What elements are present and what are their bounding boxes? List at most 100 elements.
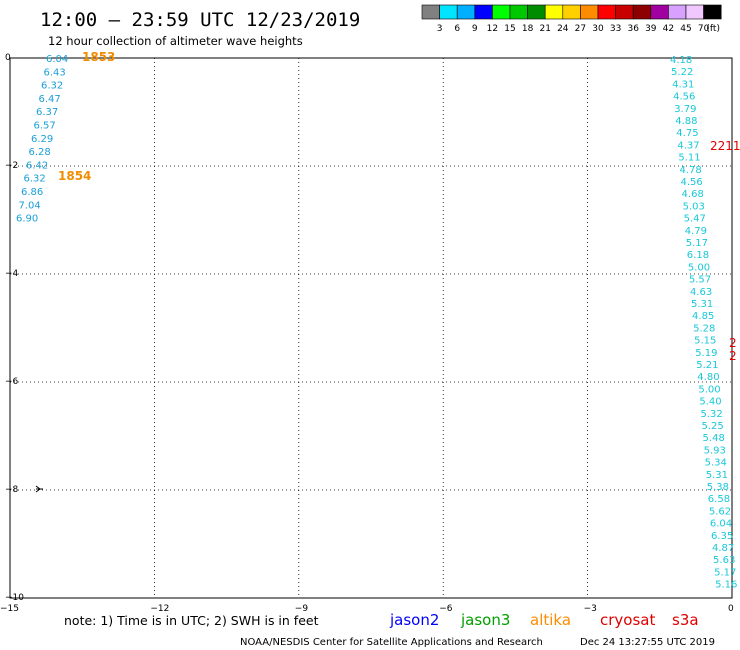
color-scale-label: 9: [472, 24, 478, 34]
wave-height-value: 6.86: [21, 187, 43, 198]
wave-height-value: 5.34: [705, 458, 727, 469]
satellite-legend: jason2 jason3 altika cryosat s3a: [389, 611, 699, 629]
color-scale-label: 6: [454, 24, 460, 34]
left-altimeter-track: 6.04 6.43 6.32 6.47 6.37 6.57 6.29 6.28 6.42 6.32…: [16, 54, 68, 225]
color-scale-label: 27: [575, 24, 586, 34]
wave-height-value: 5.48: [703, 433, 725, 444]
y-tick-label: −4: [5, 269, 19, 279]
y-tick-label: −2: [5, 161, 18, 171]
wave-height-value: 6.32: [41, 81, 63, 92]
wave-height-value: 5.11: [678, 153, 700, 164]
color-scale-label: 18: [522, 24, 534, 34]
wave-height-value: 5.19: [695, 348, 717, 359]
wave-height-value: 6.18: [687, 250, 709, 261]
color-scale-label: 3: [437, 24, 443, 34]
wave-height-value: 6.47: [39, 94, 61, 105]
wave-height-value: 5.00: [698, 384, 720, 395]
wave-height-value: 5.17: [686, 238, 708, 249]
wave-height-value: 4.18: [670, 55, 692, 66]
wave-height-value: 4.63: [690, 287, 712, 298]
color-scale-legend: 3 6 9 12 15 18 21 24 27 30 33 36 39 42 45 70(ft): [421, 4, 722, 34]
color-scale-label: 70: [698, 24, 710, 34]
color-swatch: [492, 4, 511, 20]
wave-height-value: 5.22: [671, 67, 693, 78]
color-scale-label: 15: [504, 24, 515, 34]
wave-height-value: 6.35: [711, 531, 733, 542]
wave-height-value: 7.04: [19, 200, 41, 211]
wave-height-value: 5.93: [704, 445, 726, 456]
wave-height-value: 6.42: [26, 160, 48, 171]
wave-height-value: 5.16: [715, 580, 737, 591]
wave-height-value: 4.85: [692, 311, 714, 322]
color-swatch: [632, 4, 652, 20]
color-swatch: [527, 4, 546, 20]
color-swatch: [439, 4, 458, 20]
x-tick-label: −3: [584, 604, 597, 614]
wave-height-value: 6.04: [710, 519, 732, 530]
wave-height-value: 5.62: [709, 506, 731, 517]
pass-time-label: 1853: [82, 50, 115, 64]
wave-height-value: 6.04: [46, 54, 68, 65]
right-altimeter-track: 4.185.224.314.563.794.884.754.375.114.78…: [670, 55, 737, 591]
color-swatch: [597, 4, 616, 20]
color-scale-label: 24: [557, 24, 569, 34]
color-swatch: [474, 4, 493, 20]
wave-height-value: 5.47: [684, 214, 706, 225]
credit-text: NOAA/NESDIS Center for Satellite Applica…: [240, 637, 543, 648]
wave-height-value: 5.28: [693, 323, 715, 334]
color-scale-label: 12: [487, 24, 498, 34]
wave-height-value: 5.31: [691, 299, 713, 310]
wave-height-value: 5.38: [707, 482, 729, 493]
color-swatch: [544, 4, 564, 20]
wave-height-value: 5.32: [700, 409, 722, 420]
wave-height-value: 4.79: [685, 226, 707, 237]
y-tick-label: 0: [5, 53, 11, 63]
map-subtitle: 12 hour collection of altimeter wave hei…: [48, 34, 303, 48]
wave-height-value: 6.90: [16, 214, 38, 225]
color-scale-label: 45: [680, 24, 691, 34]
x-tick-label: −9: [295, 604, 309, 614]
color-scale-label: 21: [539, 24, 550, 34]
wave-height-value: 4.80: [697, 372, 719, 383]
color-swatch: [650, 4, 669, 20]
wave-height-value: 6.29: [31, 134, 53, 145]
footer-note: note: 1) Time is in UTC; 2) SWH is in fe…: [64, 613, 319, 628]
color-swatch: [580, 4, 599, 20]
wave-height-value: 5.21: [696, 360, 718, 371]
pass-time-labels: 1853 1854 2211 22: [58, 50, 740, 363]
y-tick-label: −6: [5, 377, 19, 387]
wave-height-value: 5.03: [683, 201, 705, 212]
wave-height-value: 4.68: [682, 189, 704, 200]
wave-height-value: 6.28: [29, 147, 51, 158]
x-tick-label: −6: [439, 604, 453, 614]
map-title: 12:00 — 23:59 UTC 12/23/2019: [40, 9, 360, 31]
wave-height-value: 4.88: [675, 116, 697, 127]
wave-height-value: 4.31: [672, 79, 694, 90]
wave-height-value: 4.37: [677, 140, 699, 151]
wave-height-value: 6.43: [44, 67, 66, 78]
x-tick-label: −12: [150, 604, 169, 614]
wave-height-value: 5.63: [713, 555, 735, 566]
color-swatch: [456, 4, 476, 20]
lat-lon-grid: [10, 58, 732, 598]
color-swatch: [562, 4, 581, 20]
y-tick-label: −10: [5, 593, 24, 603]
wave-height-value: 5.00: [688, 262, 710, 273]
x-axis-ticks: −15 −12 −9 −6 −3 0: [0, 604, 734, 614]
color-swatch: [703, 4, 722, 20]
pass-time-label: 2: [729, 349, 737, 363]
wave-height-value: 6.37: [36, 107, 58, 118]
color-swatch: [668, 4, 687, 20]
wave-height-value: 4.56: [673, 92, 695, 103]
timestamp-text: Dec 24 13:27:55 UTC 2019: [580, 637, 715, 648]
wave-height-value: 6.58: [708, 494, 730, 505]
x-tick-label: 0: [728, 604, 734, 614]
color-swatch: [615, 4, 634, 20]
satellite-legend-item: s3a: [672, 611, 699, 629]
color-swatch: [421, 4, 440, 20]
wave-height-value: 4.87: [712, 543, 734, 554]
color-scale-label: (ft): [706, 24, 720, 34]
satellite-legend-item: jason2: [389, 611, 439, 629]
color-scale-label: 42: [663, 24, 674, 34]
